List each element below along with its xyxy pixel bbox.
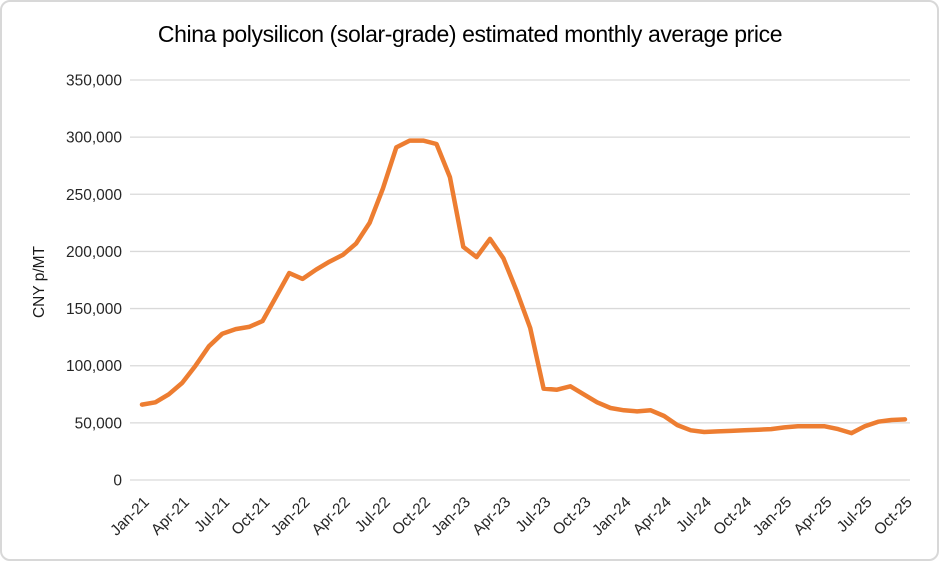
x-tick-label: Jan-24 xyxy=(589,494,635,540)
x-tick-label: Jul-21 xyxy=(191,494,233,536)
y-tick-label: 0 xyxy=(113,473,122,490)
x-tick-label: Jan-21 xyxy=(107,494,153,540)
y-tick-label: 200,000 xyxy=(66,244,122,261)
series-group xyxy=(139,138,908,436)
x-tick-label: Jan-22 xyxy=(268,494,314,540)
x-tick-label: Oct-23 xyxy=(550,494,595,539)
x-tick-label: Jul-25 xyxy=(834,494,876,536)
x-tick-label: Jul-23 xyxy=(513,494,555,536)
price-line xyxy=(139,138,908,436)
x-tick-label: Oct-24 xyxy=(710,494,755,539)
gridlines xyxy=(130,79,910,481)
x-tick-label: Jan-25 xyxy=(750,494,796,540)
y-tick-label: 300,000 xyxy=(66,130,122,147)
x-tick-label: Apr-25 xyxy=(791,494,836,539)
x-tick-label: Jan-23 xyxy=(429,494,475,540)
y-axis-title: CNY p/MT xyxy=(31,245,48,318)
y-tick-label: 350,000 xyxy=(66,73,122,90)
x-tick-label: Apr-24 xyxy=(630,494,675,539)
y-tick-label: 100,000 xyxy=(66,358,122,375)
x-tick-label: Apr-22 xyxy=(309,494,354,539)
y-tick-label: 50,000 xyxy=(75,415,123,432)
y-tick-label: 250,000 xyxy=(66,187,122,204)
chart-title: China polysilicon (solar-grade) estimate… xyxy=(158,21,782,47)
x-tick-label: Jul-22 xyxy=(352,494,394,536)
x-tick-label: Oct-21 xyxy=(228,494,273,539)
x-tick-label: Apr-21 xyxy=(148,494,193,539)
x-tick-label: Jul-24 xyxy=(673,494,715,536)
x-axis-tick-labels: Jan-21Apr-21Jul-21Oct-21Jan-22Apr-22Jul-… xyxy=(107,494,916,540)
y-tick-label: 150,000 xyxy=(66,301,122,318)
y-axis-tick-labels: 0 50,000 100,000 150,000 200,000 250,000 300,0… xyxy=(66,73,122,490)
x-tick-label: Oct-22 xyxy=(389,494,434,539)
x-tick-label: Apr-23 xyxy=(469,494,514,539)
x-tick-label: Oct-25 xyxy=(871,494,916,539)
